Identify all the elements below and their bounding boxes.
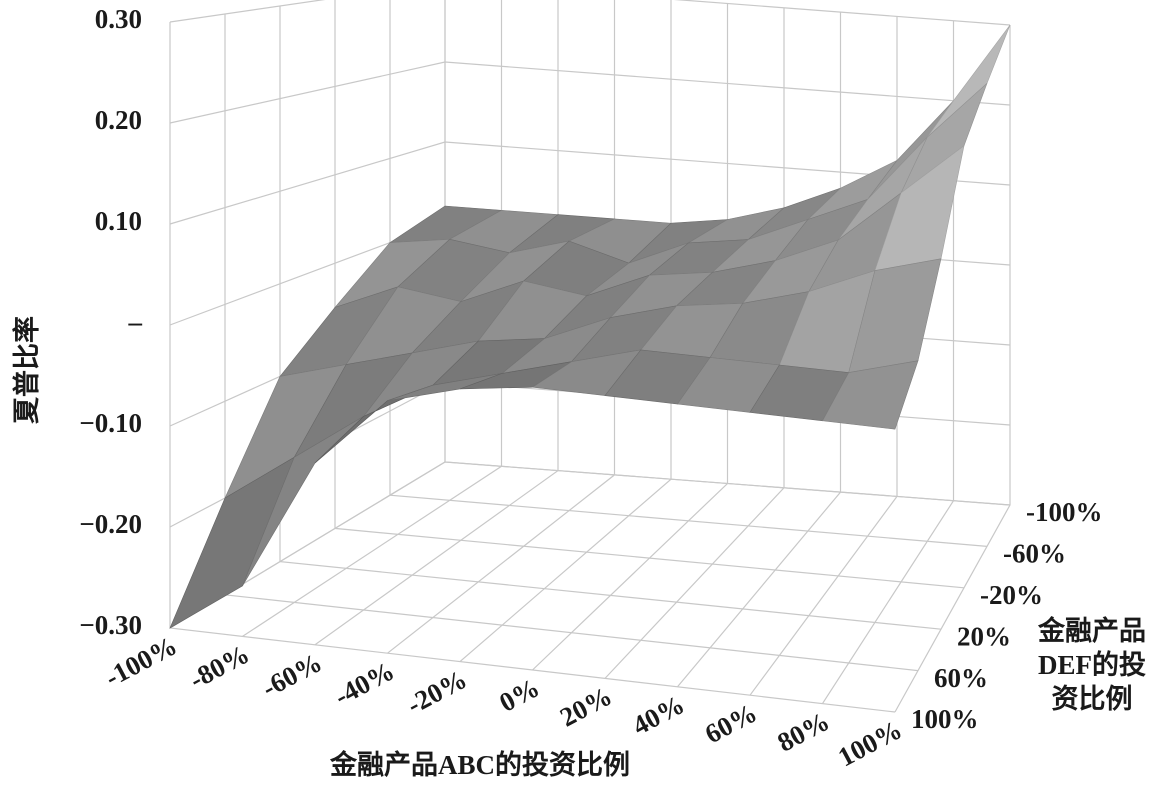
z-tick-label: 0.10 xyxy=(95,206,142,236)
x-tick-label: -40% xyxy=(330,655,400,711)
x-tick-label: 0% xyxy=(494,672,544,718)
grid xyxy=(169,0,1011,713)
grid-line xyxy=(169,61,1011,124)
x-axis-title: 金融产品ABC的投资比例 xyxy=(329,749,630,780)
y-axis-title: 金融产品 xyxy=(1037,615,1146,646)
x-tick-label: -60% xyxy=(257,647,327,703)
grid-line xyxy=(169,461,1011,629)
x-tick-label: 100% xyxy=(833,714,907,772)
z-tick-label: −0.10 xyxy=(79,408,142,438)
z-tick-label: 0.20 xyxy=(95,105,142,135)
y-tick-label: -20% xyxy=(980,580,1043,610)
z-tick-label: – xyxy=(128,307,143,337)
z-tick-label: 0.30 xyxy=(95,4,142,34)
y-tick-label: 20% xyxy=(957,621,1011,651)
grid-line xyxy=(169,0,1011,26)
x-tick-label: -20% xyxy=(402,664,472,720)
surface xyxy=(169,24,1011,629)
z-tick-label: −0.20 xyxy=(79,509,142,539)
x-tick-label: 20% xyxy=(555,681,617,733)
y-tick-label: -60% xyxy=(1003,539,1066,569)
y-axis-title: 资比例 xyxy=(1052,684,1133,714)
x-tick-label: 80% xyxy=(772,706,834,758)
y-axis-title: DEF的投 xyxy=(1038,649,1146,680)
x-tick-label: 60% xyxy=(700,697,762,749)
z-axis-title: 夏普比率 xyxy=(11,316,42,424)
grid-line xyxy=(169,141,1011,225)
surface-cell xyxy=(822,360,919,430)
x-tick-label: -80% xyxy=(185,639,255,695)
y-tick-label: 60% xyxy=(934,663,988,693)
x-tick-label: 40% xyxy=(627,689,689,741)
z-tick-label: −0.30 xyxy=(79,610,142,640)
y-tick-label: 100% xyxy=(911,704,979,734)
y-tick-label: -100% xyxy=(1026,497,1103,527)
